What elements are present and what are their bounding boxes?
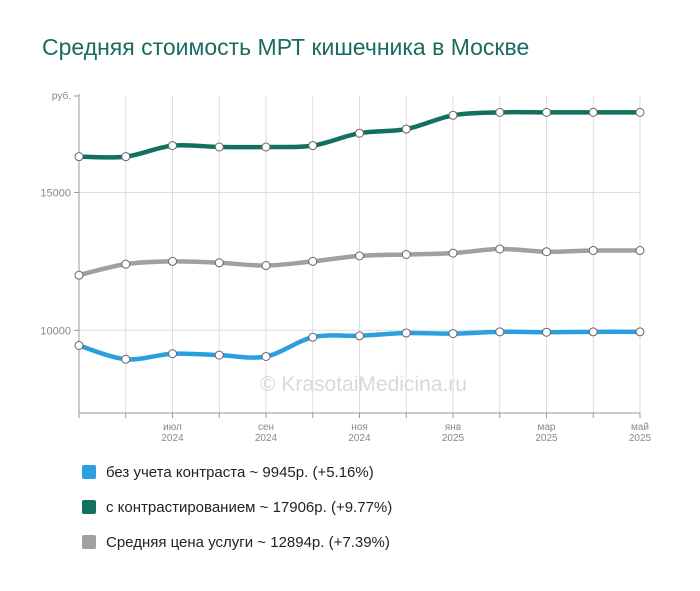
series-2-point xyxy=(448,329,458,339)
legend-swatch-with-contrast xyxy=(82,500,96,514)
series-1-point xyxy=(261,261,271,271)
legend-item-average[interactable]: Средняя цена услуги ~ 12894р. (+7.39%) xyxy=(82,532,392,552)
series-2-point xyxy=(168,349,177,359)
legend-label-with-contrast: с контрастированием ~ 17906р. (+9.77%) xyxy=(106,498,393,516)
series-1-point xyxy=(495,244,505,254)
series-2-point xyxy=(74,340,84,350)
x-tick-label: июл 2024 xyxy=(161,422,184,444)
series-0-point xyxy=(214,142,224,152)
series-1-point xyxy=(588,246,598,256)
series-2-point xyxy=(542,327,551,337)
series-1-point xyxy=(74,270,84,280)
x-tick-label: мар 2025 xyxy=(535,422,558,444)
series-1-point xyxy=(542,247,551,257)
x-tick-label: май 2025 xyxy=(629,422,652,444)
series-1-point xyxy=(635,246,645,256)
series-0-point xyxy=(355,128,364,138)
legend-swatch-average xyxy=(82,535,96,549)
series-0-point xyxy=(588,107,598,117)
series-0-point xyxy=(495,107,505,117)
series-0-point xyxy=(635,107,645,117)
series-2-point xyxy=(214,350,224,360)
series-2-point xyxy=(635,327,645,337)
series-2-point xyxy=(261,351,271,361)
x-tick-label: ноя 2024 xyxy=(348,422,371,444)
series-0-point xyxy=(308,141,318,151)
chart-title: Средняя стоимость МРТ кишечника в Москве xyxy=(42,34,530,60)
series-0-point xyxy=(74,152,84,162)
series-2-point xyxy=(308,332,318,342)
series-1-point xyxy=(168,256,177,266)
series-0-point xyxy=(448,110,458,120)
x-tick-label: янв 2025 xyxy=(442,422,465,444)
y-axis-unit-label: руб. xyxy=(52,90,71,102)
series-1-point xyxy=(355,251,364,261)
series-1-point xyxy=(401,250,411,259)
legend-item-with-contrast[interactable]: с контрастированием ~ 17906р. (+9.77%) xyxy=(82,497,392,517)
series-1-point xyxy=(448,248,458,258)
legend-item-no-contrast[interactable]: без учета контраста ~ 9945р. (+5.16%) xyxy=(82,462,392,482)
watermark-text: © KrasotaiMedicina.ru xyxy=(260,373,467,396)
series-0-point xyxy=(121,152,131,162)
series-0-point xyxy=(542,107,551,117)
x-tick-label: сен 2024 xyxy=(255,422,278,444)
legend-label-average: Средняя цена услуги ~ 12894р. (+7.39%) xyxy=(106,533,390,551)
series-0-point xyxy=(401,124,411,134)
series-1-point xyxy=(214,258,224,268)
chart-legend: без учета контраста ~ 9945р. (+5.16%) с … xyxy=(82,462,392,567)
series-2-point xyxy=(495,327,505,337)
series-0-point xyxy=(168,141,177,151)
series-1-point xyxy=(121,259,131,269)
legend-label-no-contrast: без учета контраста ~ 9945р. (+5.16%) xyxy=(106,463,374,481)
series-2-point xyxy=(401,328,411,338)
series-2-point xyxy=(588,327,598,337)
series-1-point xyxy=(308,256,318,266)
series-2-point xyxy=(121,354,131,364)
series-2-point xyxy=(355,331,364,341)
series-0-point xyxy=(261,142,271,152)
y-tick-label: 15000 xyxy=(40,187,71,199)
legend-swatch-no-contrast xyxy=(82,465,96,479)
y-tick-label: 10000 xyxy=(40,325,71,337)
